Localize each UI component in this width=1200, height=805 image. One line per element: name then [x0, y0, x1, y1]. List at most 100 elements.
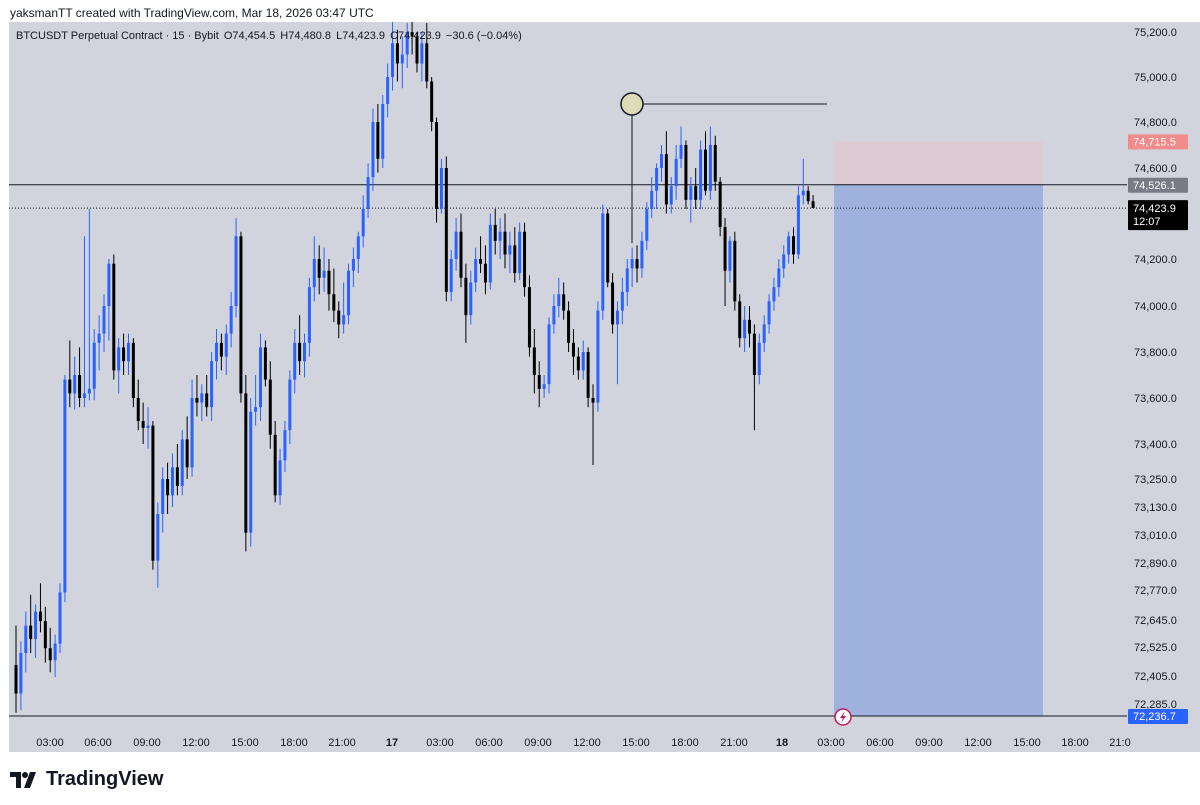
- candle-bull[interactable]: [312, 259, 316, 288]
- candle-bull[interactable]: [97, 333, 101, 343]
- candle-bear[interactable]: [195, 398, 199, 403]
- candle-bear[interactable]: [523, 231, 527, 288]
- candle-bull[interactable]: [601, 213, 605, 311]
- candle-bear[interactable]: [752, 333, 756, 375]
- candle-bear[interactable]: [332, 294, 336, 311]
- candle-bull[interactable]: [210, 361, 214, 408]
- candle-bull[interactable]: [674, 158, 678, 187]
- candle-bull[interactable]: [63, 379, 67, 593]
- candle-bull[interactable]: [630, 259, 634, 269]
- candle-bull[interactable]: [58, 592, 62, 644]
- candle-bull[interactable]: [645, 208, 649, 241]
- candle-bear[interactable]: [376, 122, 380, 159]
- candle-bull[interactable]: [92, 342, 96, 389]
- candle-bull[interactable]: [82, 393, 86, 398]
- candle-bull[interactable]: [650, 190, 654, 209]
- candle-bull[interactable]: [439, 168, 443, 209]
- candle-bear[interactable]: [684, 145, 688, 200]
- candle-bear[interactable]: [444, 168, 448, 292]
- candle-bull[interactable]: [126, 342, 130, 362]
- candle-bull[interactable]: [474, 259, 478, 283]
- candle-bull[interactable]: [288, 379, 292, 431]
- candle-bear[interactable]: [415, 36, 419, 64]
- candle-bear[interactable]: [537, 375, 541, 389]
- candle-bull[interactable]: [386, 77, 390, 104]
- candle-bull[interactable]: [156, 514, 160, 561]
- candle-bull[interactable]: [366, 177, 370, 209]
- candle-bull[interactable]: [449, 259, 453, 292]
- candle-bull[interactable]: [596, 310, 600, 403]
- candle-bear[interactable]: [78, 375, 82, 398]
- candle-bull[interactable]: [542, 384, 546, 389]
- candle-bull[interactable]: [146, 425, 150, 428]
- candle-bear[interactable]: [435, 122, 439, 209]
- candle-bear[interactable]: [395, 43, 399, 64]
- candle-bull[interactable]: [796, 195, 800, 255]
- candle-bull[interactable]: [322, 270, 326, 278]
- candle-bear[interactable]: [430, 81, 434, 123]
- candle-bear[interactable]: [664, 154, 668, 205]
- candle-bull[interactable]: [381, 104, 385, 159]
- candle-bull[interactable]: [400, 54, 404, 64]
- candle-bull[interactable]: [708, 145, 712, 191]
- candle-bear[interactable]: [43, 621, 47, 649]
- candle-bull[interactable]: [180, 439, 184, 486]
- candle-bull[interactable]: [405, 32, 409, 55]
- candle-bear[interactable]: [263, 347, 267, 380]
- candle-bull[interactable]: [777, 268, 781, 288]
- candle-bull[interactable]: [655, 168, 659, 191]
- candle-bear[interactable]: [268, 379, 272, 435]
- candle-bull[interactable]: [640, 240, 644, 269]
- candle-bear[interactable]: [503, 231, 507, 255]
- candle-bull[interactable]: [787, 236, 791, 255]
- candle-bear[interactable]: [298, 342, 302, 362]
- candle-bull[interactable]: [24, 625, 28, 654]
- candle-bull[interactable]: [283, 430, 287, 461]
- candle-bear[interactable]: [606, 213, 610, 283]
- candle-bear[interactable]: [239, 236, 243, 394]
- candle-bull[interactable]: [259, 347, 262, 408]
- marker-circle[interactable]: [620, 92, 644, 116]
- candle-bear[interactable]: [29, 625, 33, 640]
- candle-bull[interactable]: [102, 306, 106, 334]
- candle-bear[interactable]: [576, 356, 580, 371]
- candle-bear[interactable]: [733, 240, 737, 302]
- candle-bull[interactable]: [552, 306, 556, 325]
- candle-bull[interactable]: [351, 259, 355, 271]
- candle-bear[interactable]: [562, 294, 566, 311]
- candle-bear[interactable]: [493, 224, 497, 241]
- candle-bull[interactable]: [87, 388, 91, 394]
- candle-bull[interactable]: [229, 306, 233, 334]
- candle-bull[interactable]: [224, 333, 228, 357]
- symbol-name[interactable]: BTCUSDT Perpetual Contract · 15 · Bybit: [16, 30, 219, 42]
- candle-bear[interactable]: [166, 479, 170, 496]
- candle-bull[interactable]: [361, 208, 365, 237]
- take-profit-zone[interactable]: [834, 184, 1043, 716]
- candle-bull[interactable]: [34, 611, 38, 640]
- candle-bull[interactable]: [420, 43, 424, 64]
- candle-bull[interactable]: [161, 479, 165, 514]
- candle-bull[interactable]: [249, 411, 253, 533]
- candle-bear[interactable]: [151, 425, 155, 561]
- candle-bull[interactable]: [547, 324, 551, 385]
- candle-bull[interactable]: [454, 231, 458, 259]
- candle-bull[interactable]: [307, 287, 311, 343]
- candle-bull[interactable]: [557, 294, 561, 306]
- candle-bear[interactable]: [244, 393, 248, 533]
- candle-bull[interactable]: [625, 268, 629, 292]
- candle-bull[interactable]: [293, 342, 297, 380]
- candle-bear[interactable]: [479, 259, 483, 264]
- candle-bull[interactable]: [347, 270, 351, 316]
- candle-bear[interactable]: [738, 301, 742, 339]
- candle-bull[interactable]: [234, 236, 238, 306]
- candle-bear[interactable]: [219, 342, 223, 357]
- candle-bear[interactable]: [38, 611, 42, 622]
- candle-bear[interactable]: [273, 434, 277, 496]
- candle-bear[interactable]: [14, 665, 18, 694]
- stop-loss-zone[interactable]: [834, 141, 1043, 185]
- candle-bear[interactable]: [483, 263, 487, 283]
- candle-bull[interactable]: [728, 240, 732, 271]
- candle-bull[interactable]: [254, 407, 258, 412]
- candle-bull[interactable]: [200, 393, 204, 403]
- candle-bear[interactable]: [713, 145, 717, 182]
